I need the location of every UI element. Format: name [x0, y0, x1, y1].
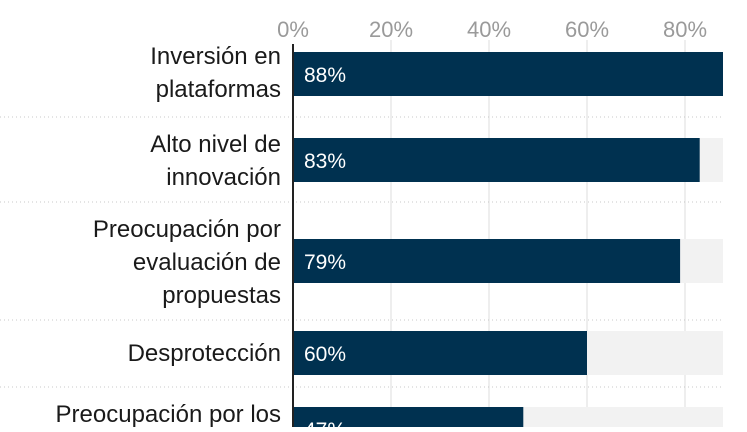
category-label: evaluación de [133, 249, 281, 276]
category-label: propuestas [162, 282, 281, 309]
category-label: Preocupación por los [56, 401, 281, 427]
category-label: plataformas [156, 76, 281, 103]
bar [293, 331, 587, 375]
bar [293, 239, 681, 283]
category-label: Alto nivel de [150, 131, 281, 158]
bar-value-label: 83% [304, 150, 346, 173]
x-tick-label: 40% [467, 17, 511, 42]
bar-value-label: 60% [304, 343, 346, 366]
x-tick-label: 60% [565, 17, 609, 42]
category-label: innovación [166, 164, 281, 191]
category-label: Inversión en [150, 43, 281, 70]
x-tick-label: 20% [369, 17, 413, 42]
x-tick-label: 0% [277, 17, 309, 42]
category-label: Desprotección [128, 340, 281, 367]
bar-value-label: 47% [304, 419, 346, 427]
x-tick-label: 80% [663, 17, 707, 42]
bar-value-label: 79% [304, 251, 346, 274]
bar [293, 52, 723, 96]
bar [293, 138, 700, 182]
bar-value-label: 88% [304, 64, 346, 87]
category-label: Preocupación por [93, 216, 281, 243]
